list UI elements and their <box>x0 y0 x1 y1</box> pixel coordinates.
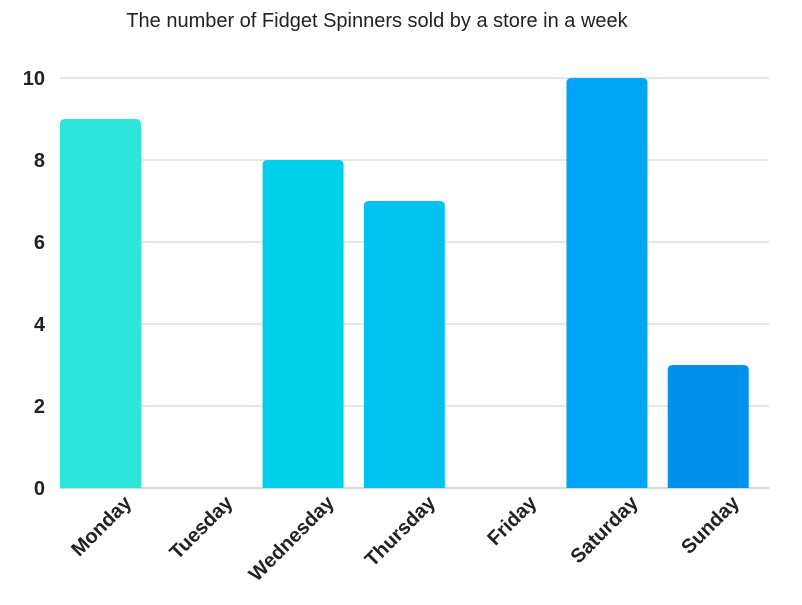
x-tick-label-friday: Friday <box>483 491 542 550</box>
y-tick-label: 4 <box>34 314 46 336</box>
y-tick-label: 8 <box>34 150 45 172</box>
y-tick-label: 2 <box>34 396 45 418</box>
x-tick-label-thursday: Thursday <box>361 491 441 571</box>
x-tick-label-saturday: Saturday <box>567 491 644 568</box>
x-tick-label-tuesday: Tuesday <box>166 491 239 564</box>
chart-title: The number of Fidget Spinners sold by a … <box>126 10 628 32</box>
bar-thursday <box>363 201 445 488</box>
y-axis-ticks: 0 2 4 6 8 10 <box>23 68 46 500</box>
x-axis-ticks: Monday Tuesday Wednesday Thursday Friday Satu… <box>67 491 744 586</box>
x-tick-label-sunday: Sunday <box>677 491 744 558</box>
y-tick-label: 6 <box>34 232 45 254</box>
bars <box>60 78 749 488</box>
bar-saturday <box>566 78 648 488</box>
y-tick-label: 10 <box>23 68 45 90</box>
bar-sunday <box>667 365 749 488</box>
y-tick-label: 0 <box>34 478 45 500</box>
bar-monday <box>60 119 141 488</box>
x-tick-label-monday: Monday <box>67 491 137 561</box>
x-tick-label-wednesday: Wednesday <box>245 491 340 586</box>
bar-wednesday <box>262 160 344 488</box>
